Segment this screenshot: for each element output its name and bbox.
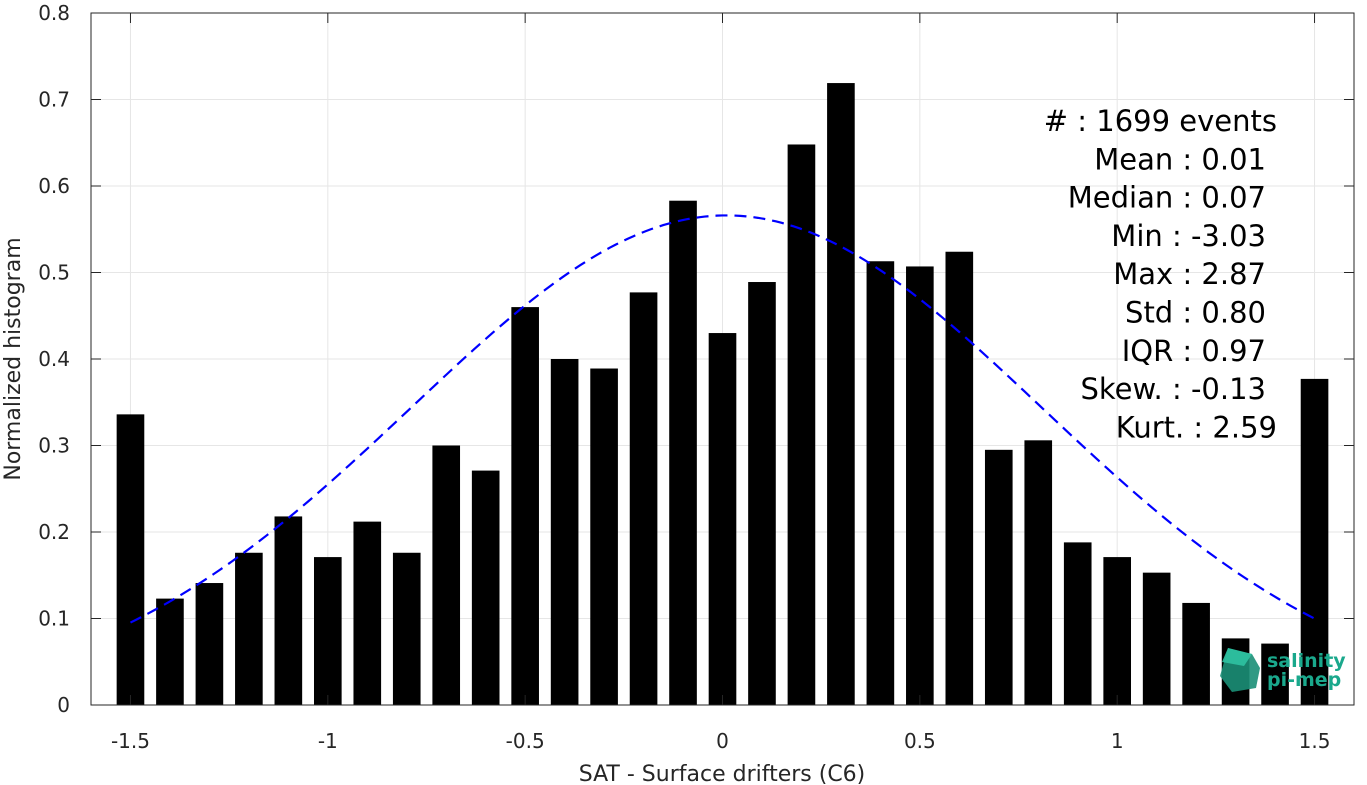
bar-10 (511, 307, 539, 705)
bar-23 (1024, 440, 1053, 705)
stat-line: Min : -3.03 (1111, 219, 1266, 253)
bar-13 (629, 292, 658, 705)
y-axis-label: Normalized histogram (1, 237, 26, 480)
y-tick-label: 0.6 (38, 174, 70, 198)
bar-12 (590, 368, 618, 705)
bar-4 (274, 516, 303, 705)
bar-0 (116, 414, 145, 705)
normal-fit-curve (129, 214, 1316, 624)
stat-line: IQR : 0.97 (1122, 334, 1266, 368)
stat-line: Std : 0.80 (1125, 296, 1266, 330)
bar-7 (392, 552, 421, 705)
y-tick-label: 0.7 (38, 88, 70, 112)
histogram-bars (116, 83, 1329, 706)
axis-ticks (91, 12, 1354, 706)
bar-27 (1182, 602, 1210, 705)
bar-24 (1063, 542, 1092, 705)
bar-25 (1103, 557, 1132, 705)
bar-17 (787, 144, 816, 706)
y-tick-label: 0.1 (38, 607, 70, 631)
x-tick-label: 0 (716, 729, 729, 753)
x-tick-label: 1.5 (1299, 729, 1331, 753)
logo-line1: salinity (1267, 650, 1346, 672)
x-tick-labels: -1.5 -1 -0.5 0 0.5 1 1.5 (111, 729, 1330, 753)
bar-9 (471, 470, 500, 705)
x-axis-label: SAT - Surface drifters (C6) (579, 762, 866, 785)
x-tick-label: 1 (1111, 729, 1124, 753)
stat-line: Max : 2.87 (1113, 257, 1266, 291)
salinity-pi-mep-logo: salinity pi-mep (1220, 648, 1346, 692)
x-tick-label: -0.5 (506, 729, 545, 753)
bar-21 (945, 251, 974, 706)
logo-line2: pi-mep (1267, 669, 1341, 691)
y-tick-label: 0.5 (38, 261, 70, 285)
bar-5 (313, 557, 342, 705)
stat-line: Mean : 0.01 (1094, 142, 1266, 176)
bar-19 (866, 261, 895, 705)
x-tick-label: -1.5 (111, 729, 150, 753)
stat-line: Median : 0.07 (1068, 181, 1266, 215)
bar-26 (1142, 572, 1171, 705)
bar-2 (195, 583, 224, 705)
bar-3 (235, 552, 263, 705)
bar-22 (984, 449, 1013, 705)
bar-18 (827, 83, 855, 705)
bar-30 (1300, 378, 1329, 705)
bar-29 (1261, 643, 1289, 705)
y-tick-labels: 0 0.1 0.2 0.3 0.4 0.5 0.6 0.7 0.8 (38, 1, 70, 717)
bar-15 (708, 333, 737, 705)
y-tick-label: 0.3 (38, 434, 70, 458)
y-tick-label: 0 (57, 693, 70, 717)
y-tick-label: 0.8 (38, 1, 70, 25)
stat-line: Kurt. : 2.59 (1116, 410, 1277, 444)
bar-14 (669, 200, 697, 705)
y-tick-label: 0.2 (38, 520, 70, 544)
bar-11 (550, 359, 579, 705)
x-tick-label: -1 (318, 729, 338, 753)
bar-8 (432, 445, 461, 705)
x-tick-label: 0.5 (904, 729, 936, 753)
bar-20 (906, 266, 934, 705)
stats-box: # : 1699 events Mean : 0.01 Median : 0.07 M… (1044, 104, 1277, 444)
stat-line: # : 1699 events (1044, 104, 1277, 138)
bar-16 (748, 282, 776, 705)
stat-line: Skew. : -0.13 (1080, 372, 1266, 406)
y-tick-label: 0.4 (38, 347, 70, 371)
logo-cube-face-icon (1222, 648, 1252, 666)
bar-6 (353, 521, 382, 705)
bar-1 (156, 598, 184, 705)
